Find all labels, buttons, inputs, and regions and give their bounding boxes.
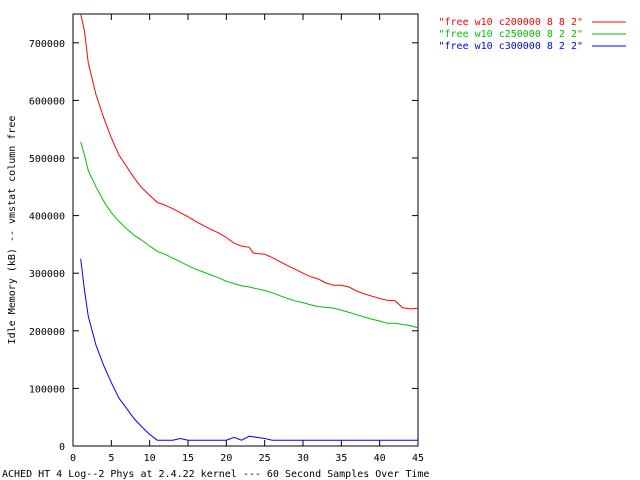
- y-tick-label: 100000: [29, 384, 65, 395]
- y-tick-label: 400000: [29, 212, 65, 223]
- x-tick-label: 25: [259, 453, 271, 464]
- y-tick-label: 300000: [29, 269, 65, 280]
- y-tick-label: 200000: [29, 327, 65, 338]
- x-tick-label: 35: [335, 453, 347, 464]
- x-tick-label: 5: [108, 453, 114, 464]
- x-tick-label: 20: [220, 453, 232, 464]
- y-tick-label: 600000: [29, 96, 65, 107]
- plot-frame: [72, 13, 419, 447]
- axis-ticks: 0 100000 200000 300000 400000 500000 600000 700…: [29, 14, 424, 464]
- x-tick-label: 0: [70, 453, 76, 464]
- series-line-1: [80, 13, 419, 310]
- legend-label-3: "free w10 c300000 8 2 2": [439, 41, 584, 52]
- y-axis-label: Idle Memory (kB) -- vmstat column free: [7, 116, 18, 345]
- x-tick-label: 30: [297, 453, 309, 464]
- x-axis-label: ACHED HT 4 Log--2 Phys at 2.4.22 kernel …: [2, 469, 429, 480]
- x-tick-label: 45: [412, 453, 424, 464]
- legend-label-2: "free w10 c250000 8 2 2": [439, 29, 584, 40]
- series-line-3: [80, 258, 418, 441]
- series-lines: [80, 13, 419, 441]
- y-tick-label: 500000: [29, 154, 65, 165]
- x-tick-label: 40: [374, 453, 386, 464]
- x-tick-label: 15: [182, 453, 194, 464]
- y-tick-label: 700000: [29, 39, 65, 50]
- y-tick-label: 0: [59, 442, 65, 453]
- legend: "free w10 c200000 8 8 2""free w10 c25000…: [439, 17, 626, 52]
- x-tick-label: 10: [144, 453, 156, 464]
- legend-label-1: "free w10 c200000 8 8 2": [439, 17, 584, 28]
- series-line-2: [80, 141, 419, 329]
